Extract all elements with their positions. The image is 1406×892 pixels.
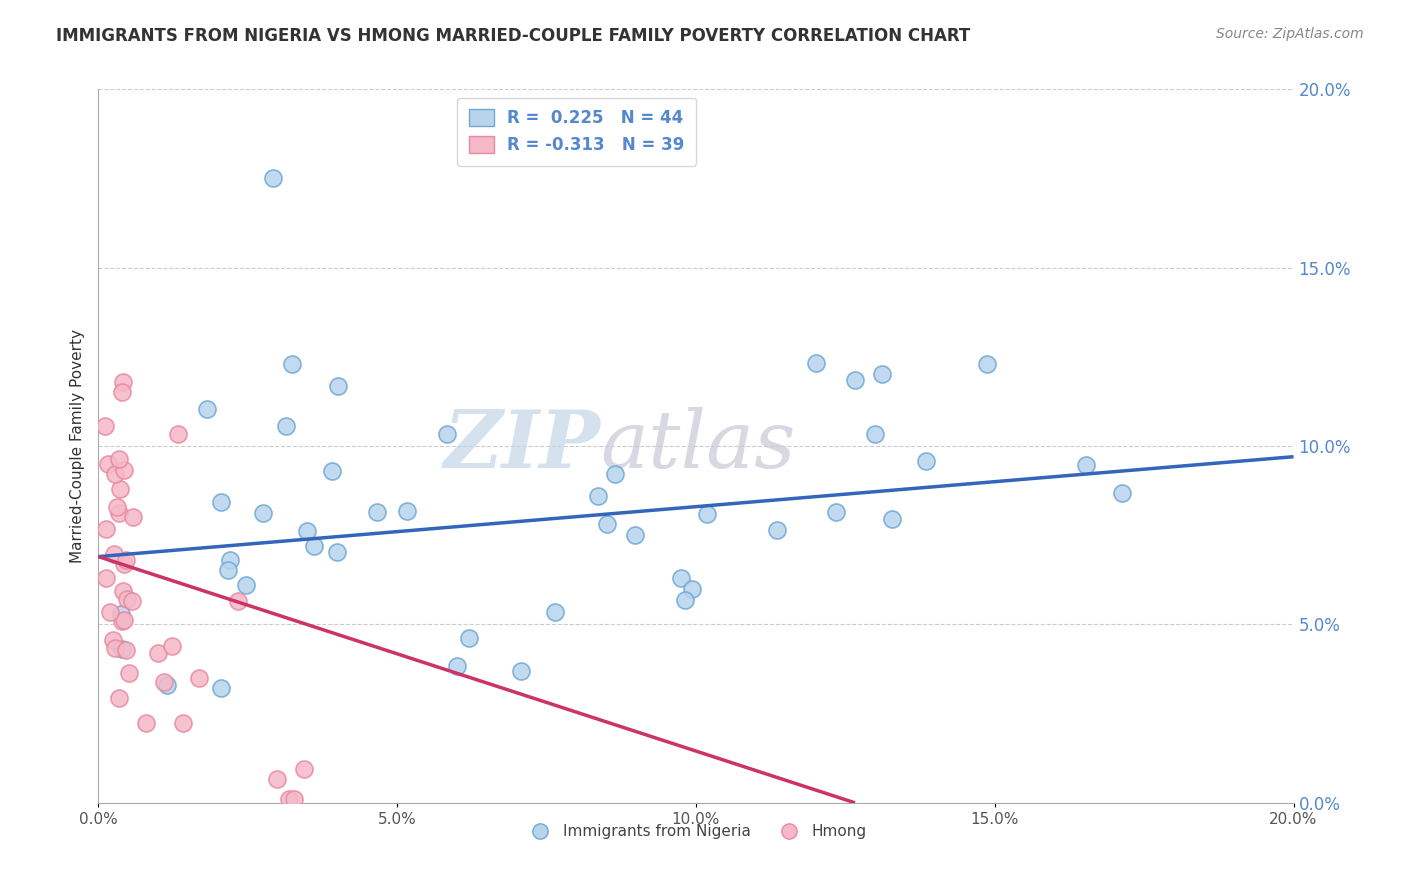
Point (326, 545, 349, 559)
Point (295, 524, 318, 539)
Point (108, 691, 131, 706)
Point (98, 606, 122, 620)
Point (366, 505, 388, 519)
Point (280, 357, 302, 371)
Point (107, 451, 129, 466)
Point (93, 418, 115, 433)
Point (195, 401, 218, 416)
Point (765, 523, 787, 537)
Point (436, 426, 458, 441)
Point (122, 509, 145, 524)
Point (104, 640, 127, 655)
Point (110, 607, 132, 621)
Point (266, 772, 288, 787)
Point (304, 539, 326, 553)
Point (166, 427, 188, 442)
Point (696, 507, 718, 521)
Point (209, 681, 232, 695)
Point (152, 674, 174, 689)
Point (276, 419, 298, 434)
Point (188, 671, 211, 685)
Point (321, 464, 343, 478)
Point (804, 356, 827, 370)
Point (976, 357, 998, 371)
Point (162, 639, 184, 653)
Point (880, 512, 903, 526)
Point (115, 591, 138, 606)
Point (209, 495, 232, 509)
Text: IMMIGRANTS FROM NIGERIA VS HMONG MARRIED-COUPLE FAMILY POVERTY CORRELATION CHART: IMMIGRANTS FROM NIGERIA VS HMONG MARRIED… (56, 27, 970, 45)
Point (235, 578, 257, 592)
Point (135, 715, 157, 730)
Text: ZIP: ZIP (443, 408, 600, 484)
Point (111, 642, 134, 657)
Point (669, 571, 692, 585)
Point (121, 594, 143, 608)
Point (105, 500, 128, 515)
Point (1111, 486, 1133, 500)
Point (292, 762, 315, 776)
Point (112, 463, 135, 477)
Point (396, 504, 419, 518)
Point (825, 505, 848, 519)
Point (544, 605, 567, 619)
Point (112, 557, 135, 571)
Point (915, 454, 938, 468)
Point (458, 632, 481, 646)
Point (588, 489, 610, 503)
Point (94, 522, 117, 536)
Point (97, 457, 120, 471)
Point (111, 615, 134, 629)
Point (262, 171, 284, 186)
Point (283, 792, 305, 806)
Point (219, 553, 242, 567)
Point (252, 506, 274, 520)
Point (112, 613, 135, 627)
Point (107, 506, 129, 520)
Point (101, 632, 124, 647)
Point (870, 367, 893, 381)
Point (108, 482, 131, 496)
Point (1076, 458, 1098, 473)
Point (217, 563, 239, 577)
Point (865, 427, 887, 442)
Point (681, 582, 703, 597)
Legend: Immigrants from Nigeria, Hmong: Immigrants from Nigeria, Hmong (519, 818, 873, 845)
Point (156, 678, 179, 692)
Point (328, 379, 350, 393)
Point (94, 571, 117, 585)
Point (226, 593, 249, 607)
Point (103, 547, 125, 561)
Point (104, 467, 127, 482)
Point (446, 659, 468, 673)
Text: atlas: atlas (600, 408, 796, 484)
Point (110, 385, 132, 400)
Point (172, 715, 194, 730)
Point (596, 517, 619, 532)
Point (673, 593, 696, 607)
Point (278, 792, 301, 806)
Point (112, 375, 135, 389)
Point (624, 528, 647, 542)
Point (111, 584, 134, 599)
Point (509, 664, 531, 678)
Point (114, 552, 136, 566)
Point (844, 373, 866, 387)
Point (115, 642, 138, 657)
Y-axis label: Married-Couple Family Poverty: Married-Couple Family Poverty (69, 329, 84, 563)
Text: Source: ZipAtlas.com: Source: ZipAtlas.com (1216, 27, 1364, 41)
Point (146, 646, 169, 660)
Point (605, 467, 627, 481)
Point (117, 665, 139, 680)
